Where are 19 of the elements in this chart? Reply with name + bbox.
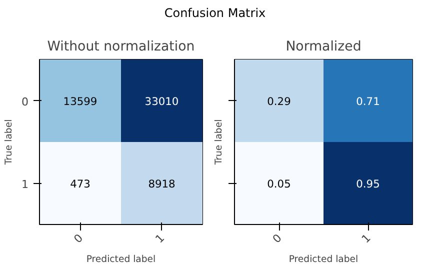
y-axis-title: True label xyxy=(214,119,224,166)
x-axis-title: Predicted label xyxy=(86,254,156,265)
y-axis-title: True label xyxy=(4,119,14,166)
data-label: 33010 xyxy=(144,94,179,108)
chart-title: Without normalization xyxy=(47,40,195,54)
data-label: 13599 xyxy=(63,94,98,108)
data-label: 8918 xyxy=(148,177,176,190)
x-tick-label: 0 xyxy=(71,232,86,246)
text: Confusion Matrix xyxy=(164,5,266,22)
data-label: 473 xyxy=(70,177,90,190)
x-tick-label: 1 xyxy=(359,232,374,246)
data-label: 0.29 xyxy=(267,94,292,108)
data-label: 0.05 xyxy=(267,177,291,190)
data-label: 0.95 xyxy=(356,177,380,190)
x-tick-label: 0 xyxy=(270,232,284,246)
data-label: 0.71 xyxy=(356,94,380,108)
x-tick-label: 1 xyxy=(152,232,168,246)
x-axis-title: Predicted label xyxy=(288,254,358,265)
chart-title: Normalized xyxy=(286,40,362,54)
